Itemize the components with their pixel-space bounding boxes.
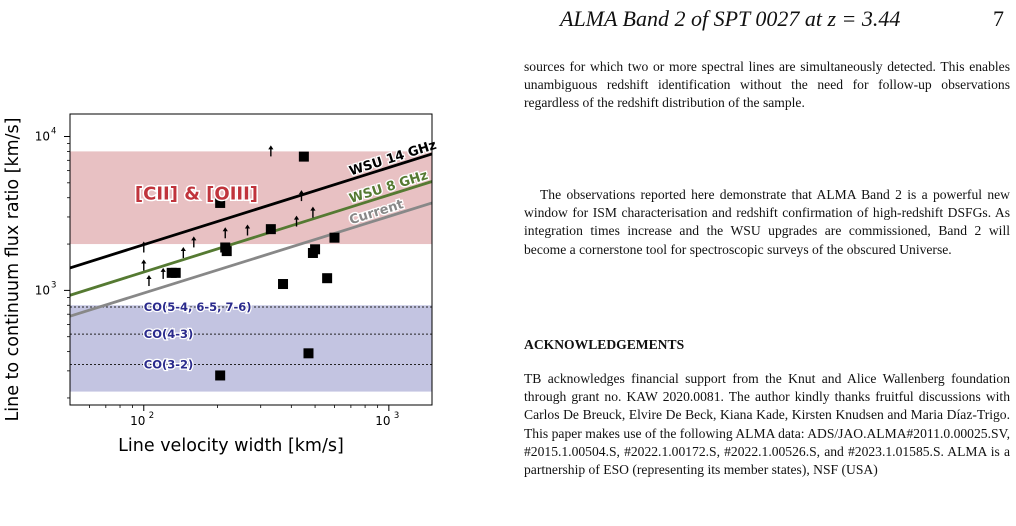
plot-frame	[69, 113, 433, 406]
current-line	[69, 201, 433, 318]
detection-marker	[322, 273, 333, 284]
cii-oiii-band	[70, 151, 432, 245]
lower-limit-marker	[244, 224, 251, 236]
co-band	[70, 305, 432, 392]
lower-limit-arrowhead	[141, 241, 147, 246]
detection-marker	[298, 151, 309, 162]
detection-marker	[303, 348, 314, 359]
y-tick-label: 10	[35, 283, 50, 297]
co-label-2: CO(3-2)	[144, 357, 194, 371]
lower-limit-arrowhead	[244, 224, 251, 229]
y-axis-label: Line to continuum flux ratio [km/s]	[3, 118, 23, 422]
lower-limit-arrowhead	[222, 227, 228, 232]
lower-limit-marker	[310, 206, 316, 218]
lower-limit-arrowhead	[310, 206, 316, 211]
running-head: ALMA Band 2 of SPT 0027 at z = 3.44 7	[560, 4, 1010, 34]
lower-limit-arrowhead	[191, 236, 197, 241]
lower-limit-arrowhead	[293, 215, 300, 220]
body-paragraph-1: sources for which two or more spectral l…	[524, 59, 1010, 111]
lower-limit-marker	[180, 246, 186, 258]
lower-limit-marker	[141, 259, 147, 271]
wsu-14ghz-line	[69, 152, 433, 270]
x-tick-label: 10	[375, 414, 390, 428]
detection-marker	[215, 197, 226, 208]
detection-marker	[265, 224, 276, 235]
running-head-title: ALMA Band 2 of SPT 0027 at z = 3.44	[560, 6, 901, 31]
lower-limit-marker	[268, 145, 274, 157]
y-tick-label: 10	[35, 129, 50, 143]
body-paragraph-2: The observations reported here demonstra…	[524, 187, 1010, 257]
lower-limit-arrowhead	[298, 190, 305, 195]
detection-marker	[170, 267, 181, 278]
lower-limit-arrowhead	[268, 145, 274, 150]
lower-limit-arrowhead	[160, 267, 166, 272]
lower-limit-marker	[222, 227, 228, 239]
lower-limit-marker	[293, 215, 300, 227]
x-tick-label-exponent: 3	[394, 411, 399, 421]
lower-limit-marker	[191, 236, 197, 248]
lower-limit-arrowhead	[146, 275, 152, 280]
page-number: 7	[993, 6, 1004, 31]
x-axis-label: Line velocity width [km/s]	[118, 436, 344, 456]
detection-marker	[221, 246, 232, 257]
x-tick-label: 10	[130, 414, 145, 428]
detection-marker	[310, 244, 321, 255]
x-tick-label-exponent: 2	[149, 411, 154, 421]
cii-oiii-label: [CII] & [OIII]	[135, 183, 258, 204]
detection-marker	[215, 370, 226, 381]
wsu-8ghz-line	[69, 180, 433, 297]
lower-limit-arrowhead	[141, 259, 147, 264]
lower-limit-marker	[141, 241, 147, 253]
co-label-1: CO(4-3)	[144, 327, 194, 341]
lower-limit-arrowhead	[180, 246, 186, 251]
detection-marker	[278, 279, 289, 290]
lower-limit-marker	[146, 275, 152, 287]
acknowledgements-paragraph: TB acknowledges financial support from t…	[524, 371, 1010, 478]
co-label-0: CO(5-4, 6-5, 7-6)	[144, 300, 252, 314]
detection-marker	[329, 232, 340, 243]
y-tick-label-exponent: 4	[51, 126, 56, 136]
acknowledgements-heading: ACKNOWLEDGEMENTS	[524, 337, 685, 352]
lower-limit-marker	[298, 190, 305, 202]
lower-limit-marker	[160, 267, 166, 279]
y-tick-label-exponent: 3	[51, 280, 56, 290]
